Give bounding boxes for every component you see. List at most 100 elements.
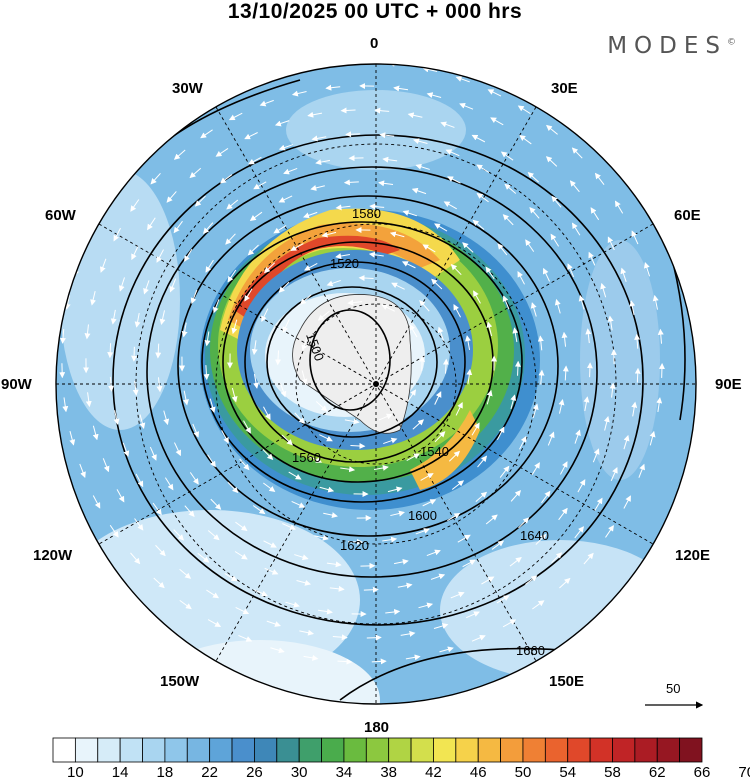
colorbar-swatch	[142, 737, 166, 763]
colorbar-swatch	[679, 737, 703, 763]
wind-arrow	[166, 124, 179, 135]
wind-arrow	[434, 391, 442, 405]
wind-arrow	[550, 233, 560, 247]
copyright-mark: ©	[727, 37, 736, 48]
wind-arrow	[189, 472, 199, 485]
wind-arrow	[554, 298, 561, 314]
wind-arrow	[583, 396, 590, 412]
wind-arrow	[430, 573, 446, 580]
wind-arrow	[225, 233, 236, 245]
wind-arrow	[294, 412, 305, 425]
colorbar-swatch	[567, 737, 591, 763]
wind-arrow	[174, 442, 182, 457]
wind-arrow	[381, 304, 395, 312]
wind-arrow	[231, 387, 238, 403]
colorbar-swatch	[589, 737, 613, 763]
wind-arrow	[422, 244, 436, 253]
wind-arrow	[491, 540, 505, 550]
wind-arrow	[431, 278, 443, 290]
lon-label-150e: 150E	[549, 673, 585, 690]
wind-arrow	[525, 575, 538, 585]
wind-arrow	[84, 324, 91, 340]
wind-arrow	[459, 103, 474, 110]
wind-arrow	[623, 434, 630, 450]
wind-arrow	[623, 495, 631, 509]
wind-arrow	[466, 611, 480, 619]
wind-arrow	[344, 418, 360, 425]
wind-arrow	[434, 431, 446, 443]
wind-arrow	[378, 413, 393, 421]
wind-arrow	[325, 84, 341, 91]
colorbar-tick-label: 38	[380, 764, 398, 781]
wind-arrow	[657, 328, 664, 344]
colorbar-swatch	[164, 737, 188, 763]
wind-arrow	[275, 350, 282, 366]
wind-arrow	[502, 619, 517, 628]
lon-label-30w: 30W	[172, 80, 203, 97]
wind-arrow	[629, 300, 636, 315]
wind-arrow	[541, 490, 551, 504]
wind-arrow	[323, 512, 338, 519]
contour-label-1640: 1640	[520, 528, 549, 543]
wind-arrow	[259, 99, 274, 107]
wind-arrow	[266, 620, 281, 627]
wind-arrow	[261, 308, 269, 323]
wind-arrow	[340, 107, 356, 114]
wind-arrow	[147, 217, 156, 231]
wind-arrow	[497, 243, 508, 256]
wind-arrow	[248, 156, 262, 165]
wind-arrow	[310, 185, 325, 191]
wind-arrow	[227, 269, 237, 283]
wind-arrow	[472, 219, 485, 230]
wind-arrow	[476, 164, 490, 173]
wind-arrow	[592, 448, 600, 463]
wind-arrow	[107, 343, 114, 359]
wind-arrow	[412, 138, 428, 145]
wind-arrow	[130, 199, 140, 212]
wind-arrow	[551, 195, 562, 208]
wind-arrow	[173, 529, 185, 541]
wind-arrow	[652, 294, 659, 310]
wind-arrow	[433, 623, 449, 630]
wind-arrow	[412, 419, 425, 430]
wind-arrow	[475, 491, 488, 502]
wind-arrow	[405, 654, 421, 661]
wind-arrow	[560, 461, 568, 475]
wind-arrow	[131, 246, 139, 261]
wind-arrow	[247, 244, 259, 256]
wind-arrow	[291, 90, 307, 97]
wind-arrow	[279, 383, 287, 398]
wind-arrow	[143, 280, 150, 295]
wind-arrow	[486, 389, 493, 405]
wind-arrow	[207, 530, 220, 541]
wind-arrow	[203, 365, 210, 381]
wind-arrow	[569, 180, 580, 193]
wind-arrow	[301, 370, 308, 385]
wind-arrow	[282, 523, 296, 530]
wind-arrow	[385, 608, 401, 615]
wind-scale-label: 50	[666, 681, 681, 696]
wind-arrow	[315, 159, 331, 166]
wind-arrow	[286, 67, 302, 74]
wind-arrow	[471, 422, 480, 436]
wind-arrow	[481, 576, 495, 585]
wind-arrow	[448, 450, 461, 462]
wind-arrow	[166, 191, 177, 203]
wind-arrow	[519, 135, 532, 145]
wind-arrow	[226, 199, 239, 210]
wind-arrow	[393, 558, 409, 565]
wind-arrow	[450, 591, 465, 599]
wind-arrow	[562, 365, 569, 381]
wind-arrow	[92, 425, 99, 441]
wind-arrow	[389, 231, 405, 238]
wind-arrow	[502, 295, 510, 310]
colorbar-tick-label: 46	[469, 764, 487, 781]
wind-arrow	[447, 513, 461, 522]
wind-arrow	[499, 465, 510, 478]
wind-arrow	[152, 502, 162, 516]
wind-arrow	[594, 497, 603, 511]
wind-arrow	[532, 403, 539, 419]
wind-arrow	[301, 336, 308, 352]
wind-arrow	[332, 634, 348, 641]
